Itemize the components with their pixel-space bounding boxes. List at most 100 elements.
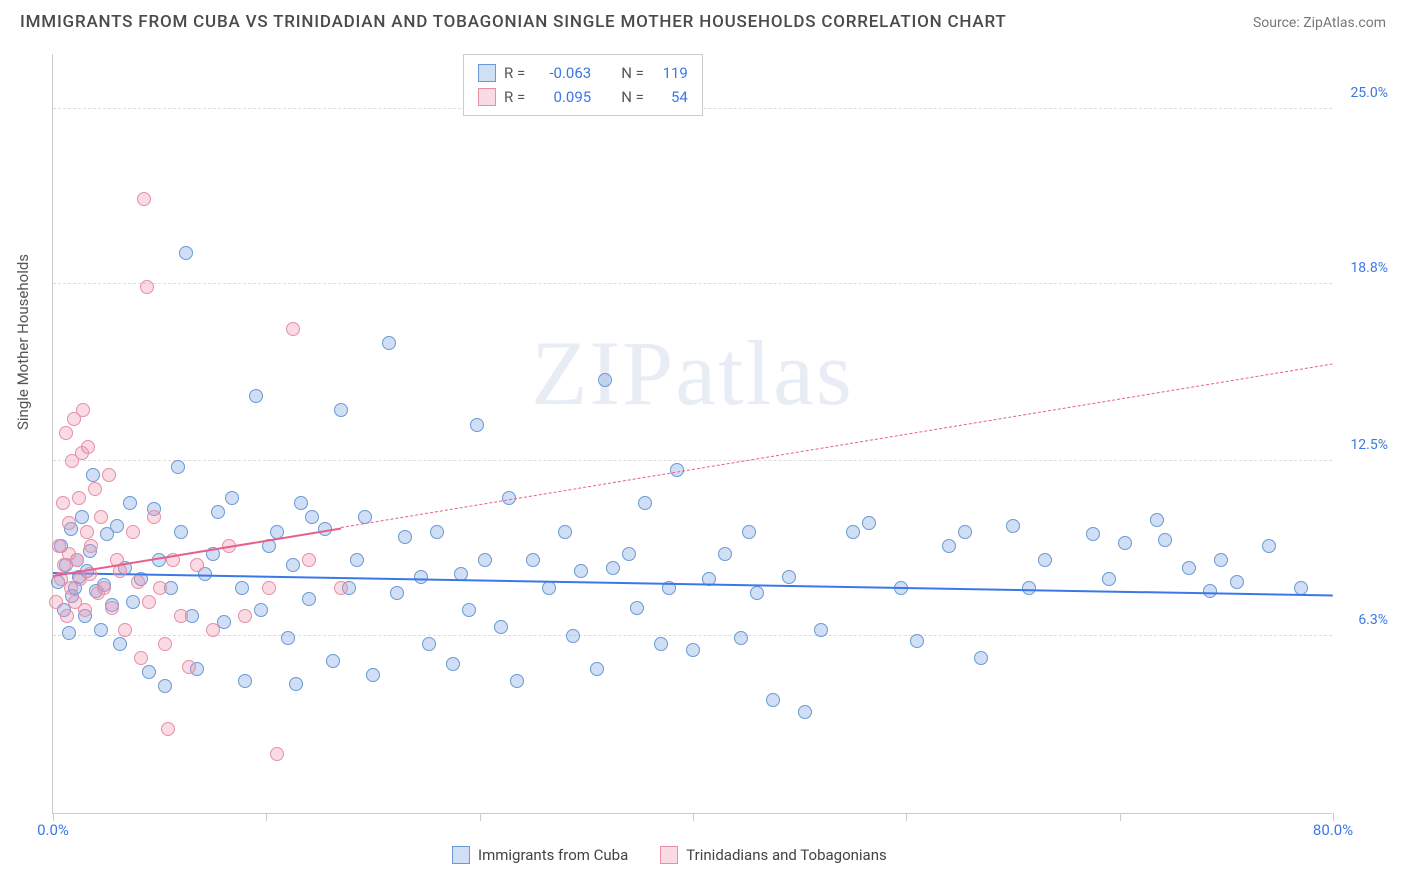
data-point: [137, 192, 151, 206]
data-point: [134, 651, 148, 665]
data-point: [153, 581, 167, 595]
data-point: [414, 570, 428, 584]
data-point: [1118, 536, 1132, 550]
data-point: [123, 496, 137, 510]
data-point: [494, 620, 508, 634]
data-point: [142, 665, 156, 679]
data-point: [305, 510, 319, 524]
x-tick: [1120, 813, 1121, 821]
data-point: [1158, 533, 1172, 547]
data-point: [49, 595, 63, 609]
data-point: [910, 634, 924, 648]
data-point: [158, 679, 172, 693]
data-point: [238, 674, 252, 688]
data-point: [286, 322, 300, 336]
data-point: [750, 586, 764, 600]
data-point: [238, 609, 252, 623]
data-point: [1203, 584, 1217, 598]
x-tick: [906, 813, 907, 821]
data-point: [510, 674, 524, 688]
data-point: [1230, 575, 1244, 589]
data-point: [270, 747, 284, 761]
data-point: [942, 539, 956, 553]
data-point: [974, 651, 988, 665]
data-point: [398, 530, 412, 544]
data-point: [670, 463, 684, 477]
data-point: [131, 575, 145, 589]
data-point: [118, 623, 132, 637]
data-point: [262, 581, 276, 595]
data-point: [422, 637, 436, 651]
y-tick-label: 18.8%: [1350, 260, 1388, 276]
data-point: [766, 693, 780, 707]
gridline: [53, 460, 1332, 461]
data-point: [70, 553, 84, 567]
x-tick: [480, 813, 481, 821]
data-point: [88, 482, 102, 496]
data-point: [654, 637, 668, 651]
data-point: [174, 525, 188, 539]
data-point: [590, 662, 604, 676]
watermark-text: ZIPatlas: [531, 320, 854, 426]
data-point: [430, 525, 444, 539]
data-point: [179, 246, 193, 260]
data-point: [638, 496, 652, 510]
gridline: [53, 283, 1332, 284]
data-point: [1102, 572, 1116, 586]
legend-swatch-icon: [660, 846, 678, 864]
data-point: [94, 623, 108, 637]
data-point: [798, 705, 812, 719]
data-point: [182, 660, 196, 674]
legend-series: Immigrants from CubaTrinidadians and Tob…: [452, 846, 887, 864]
data-point: [211, 505, 225, 519]
data-point: [862, 516, 876, 530]
data-point: [366, 668, 380, 682]
x-tick-label: 0.0%: [37, 821, 69, 839]
legend-stats-box: R =-0.063N =119R =0.095N =54: [463, 54, 703, 116]
y-tick-label: 12.5%: [1350, 437, 1388, 453]
data-point: [446, 657, 460, 671]
legend-r-value: -0.063: [533, 61, 591, 85]
data-point: [72, 491, 86, 505]
data-point: [566, 629, 580, 643]
data-point: [470, 418, 484, 432]
data-point: [958, 525, 972, 539]
legend-stats-row: R =0.095N =54: [478, 85, 688, 109]
data-point: [1182, 561, 1196, 575]
data-point: [56, 496, 70, 510]
data-point: [1006, 519, 1020, 533]
data-point: [382, 336, 396, 350]
data-point: [62, 626, 76, 640]
data-point: [814, 623, 828, 637]
legend-series-label: Trinidadians and Tobagonians: [686, 846, 886, 864]
data-point: [80, 525, 94, 539]
y-axis-label: Single Mother Households: [14, 254, 32, 430]
data-point: [846, 525, 860, 539]
data-point: [326, 654, 340, 668]
data-point: [686, 643, 700, 657]
y-tick-label: 25.0%: [1350, 85, 1388, 101]
data-point: [161, 722, 175, 736]
data-point: [59, 426, 73, 440]
data-point: [1294, 581, 1308, 595]
legend-n-value: 54: [652, 85, 688, 109]
legend-stats-row: R =-0.063N =119: [478, 61, 688, 85]
data-point: [1038, 553, 1052, 567]
data-point: [526, 553, 540, 567]
data-point: [390, 586, 404, 600]
data-point: [598, 373, 612, 387]
data-point: [206, 623, 220, 637]
data-point: [302, 553, 316, 567]
data-point: [140, 280, 154, 294]
legend-r-label: R =: [504, 61, 525, 85]
data-point: [126, 595, 140, 609]
legend-n-value: 119: [652, 61, 688, 85]
data-point: [606, 561, 620, 575]
legend-series-item: Trinidadians and Tobagonians: [660, 846, 886, 864]
data-point: [630, 601, 644, 615]
legend-n-label: N =: [621, 85, 644, 109]
data-point: [75, 510, 89, 524]
data-point: [126, 525, 140, 539]
data-point: [1150, 513, 1164, 527]
data-point: [62, 516, 76, 530]
